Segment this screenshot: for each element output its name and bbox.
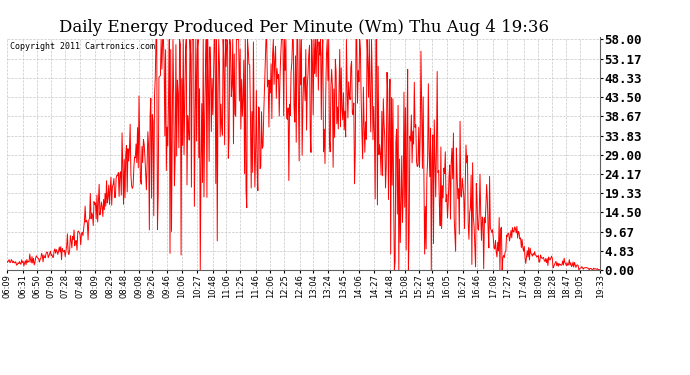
Title: Daily Energy Produced Per Minute (Wm) Thu Aug 4 19:36: Daily Energy Produced Per Minute (Wm) Th… xyxy=(59,19,549,36)
Text: Copyright 2011 Cartronics.com: Copyright 2011 Cartronics.com xyxy=(10,42,155,51)
